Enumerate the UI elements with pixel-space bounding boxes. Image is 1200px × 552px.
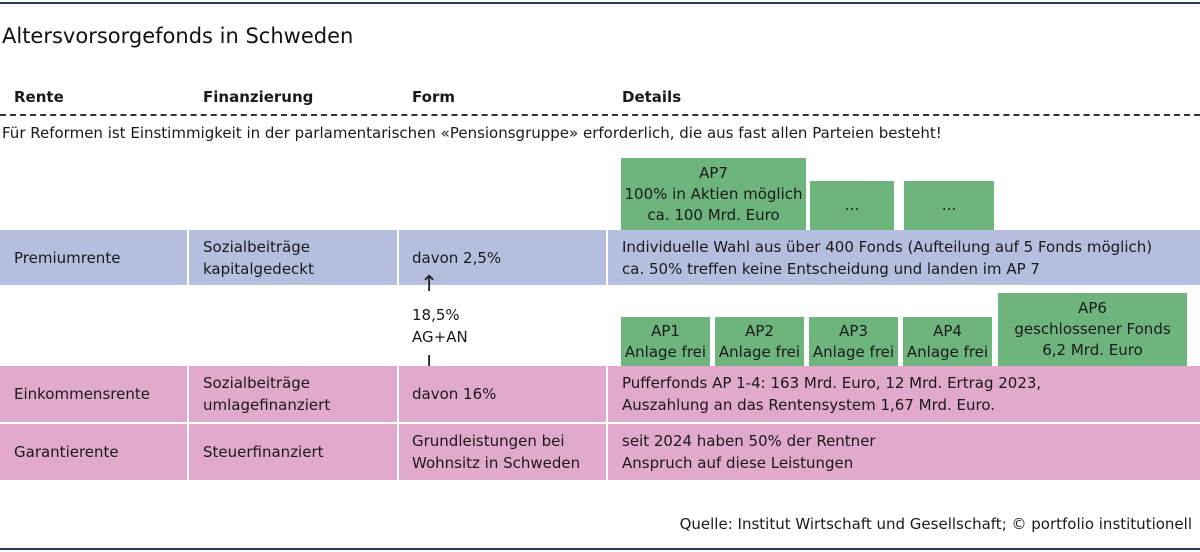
reform-note: Für Reformen ist Einstimmigkeit in der p… bbox=[2, 124, 942, 142]
fund-box-ap7: AP7 100% in Aktien möglich ca. 100 Mrd. … bbox=[621, 158, 806, 230]
fund-line: 100% in Aktien möglich bbox=[625, 184, 803, 205]
header-finanzierung: Finanzierung bbox=[203, 88, 313, 106]
form-label: davon 2,5% bbox=[412, 247, 501, 269]
column-separator bbox=[397, 230, 399, 285]
rente-label: Premiumrente bbox=[14, 247, 120, 269]
fund-line: Anlage frei bbox=[625, 342, 706, 363]
details-line: Anspruch auf diese Leistungen bbox=[622, 452, 876, 474]
fund-box-ap4: AP4 Anlage frei bbox=[903, 317, 992, 366]
cell-details: seit 2024 haben 50% der Rentner Anspruch… bbox=[622, 424, 876, 480]
column-separator bbox=[187, 366, 189, 422]
chart-title: Altersvorsorgefonds in Schweden bbox=[2, 24, 353, 48]
cell-rente: Garantierente bbox=[14, 424, 119, 480]
column-separator bbox=[397, 366, 399, 422]
fund-name: AP4 bbox=[933, 321, 962, 342]
contribution-payers: AG+AN bbox=[412, 326, 468, 348]
fund-ellipsis: ... bbox=[845, 195, 859, 216]
finanzierung-line: Sozialbeiträge bbox=[203, 372, 330, 394]
fund-box-ap1: AP1 Anlage frei bbox=[621, 317, 710, 366]
rente-label: Garantierente bbox=[14, 441, 119, 463]
finanzierung-line: kapitalgedeckt bbox=[203, 258, 314, 280]
fund-line: 6,2 Mrd. Euro bbox=[1042, 340, 1143, 361]
rente-label: Einkommensrente bbox=[14, 383, 150, 405]
top-rule bbox=[0, 2, 1200, 4]
fund-box-more: ... bbox=[904, 181, 994, 230]
bottom-rule bbox=[0, 548, 1200, 550]
cell-finanzierung: Sozialbeiträge kapitalgedeckt bbox=[203, 230, 314, 285]
cell-details: Pufferfonds AP 1-4: 163 Mrd. Euro, 12 Mr… bbox=[622, 366, 1041, 422]
header-divider bbox=[0, 114, 1200, 116]
form-line: Grundleistungen bei bbox=[412, 430, 580, 452]
table-row-garantierente: Garantierente Steuerfinanziert Grundleis… bbox=[0, 424, 1200, 480]
column-separator bbox=[187, 230, 189, 285]
arrow-up-icon: ↑ bbox=[420, 274, 438, 296]
details-line: Individuelle Wahl aus über 400 Fonds (Au… bbox=[622, 236, 1152, 258]
fund-line: ca. 100 Mrd. Euro bbox=[647, 205, 779, 226]
form-line: Wohnsitz in Schweden bbox=[412, 452, 580, 474]
cell-finanzierung: Sozialbeiträge umlagefinanziert bbox=[203, 366, 330, 422]
fund-line: geschlossener Fonds bbox=[1014, 319, 1170, 340]
details-line: seit 2024 haben 50% der Rentner bbox=[622, 430, 876, 452]
fund-ellipsis: ... bbox=[942, 195, 956, 216]
column-separator bbox=[606, 424, 608, 480]
column-separator bbox=[397, 424, 399, 480]
fund-name: AP3 bbox=[839, 321, 868, 342]
table-row-einkommensrente: Einkommensrente Sozialbeiträge umlagefin… bbox=[0, 366, 1200, 422]
finanzierung-line: Steuerfinanziert bbox=[203, 441, 324, 463]
column-separator bbox=[187, 424, 189, 480]
source-note: Quelle: Institut Wirtschaft und Gesellsc… bbox=[680, 515, 1192, 533]
column-separator bbox=[606, 366, 608, 422]
finanzierung-line: umlagefinanziert bbox=[203, 394, 330, 416]
header-rente: Rente bbox=[14, 88, 64, 106]
cell-details: Individuelle Wahl aus über 400 Fonds (Au… bbox=[622, 230, 1152, 285]
finanzierung-line: Sozialbeiträge bbox=[203, 236, 314, 258]
cell-form: Grundleistungen bei Wohnsitz in Schweden bbox=[412, 424, 580, 480]
fund-line: Anlage frei bbox=[907, 342, 988, 363]
form-label: davon 16% bbox=[412, 383, 496, 405]
details-line: Auszahlung an das Rentensystem 1,67 Mrd.… bbox=[622, 394, 1041, 416]
details-line: ca. 50% treffen keine Entscheidung und l… bbox=[622, 258, 1152, 280]
fund-name: AP1 bbox=[651, 321, 680, 342]
fund-name: AP6 bbox=[1078, 298, 1107, 319]
cell-finanzierung: Steuerfinanziert bbox=[203, 424, 324, 480]
table-row-premiumrente: Premiumrente Sozialbeiträge kapitalgedec… bbox=[0, 230, 1200, 285]
header-form: Form bbox=[412, 88, 455, 106]
column-separator bbox=[606, 230, 608, 285]
contribution-total: 18,5% bbox=[412, 304, 460, 326]
fund-name: AP2 bbox=[745, 321, 774, 342]
cell-form: davon 16% bbox=[412, 366, 496, 422]
fund-line: Anlage frei bbox=[719, 342, 800, 363]
cell-rente: Einkommensrente bbox=[14, 366, 150, 422]
fund-box-ap2: AP2 Anlage frei bbox=[715, 317, 804, 366]
fund-name: AP7 bbox=[699, 163, 728, 184]
header-details: Details bbox=[622, 88, 681, 106]
details-line: Pufferfonds AP 1-4: 163 Mrd. Euro, 12 Mr… bbox=[622, 372, 1041, 394]
fund-box-ap6: AP6 geschlossener Fonds 6,2 Mrd. Euro bbox=[998, 293, 1187, 366]
fund-box-more: ... bbox=[810, 181, 894, 230]
fund-box-ap3: AP3 Anlage frei bbox=[809, 317, 898, 366]
cell-rente: Premiumrente bbox=[14, 230, 120, 285]
fund-line: Anlage frei bbox=[813, 342, 894, 363]
